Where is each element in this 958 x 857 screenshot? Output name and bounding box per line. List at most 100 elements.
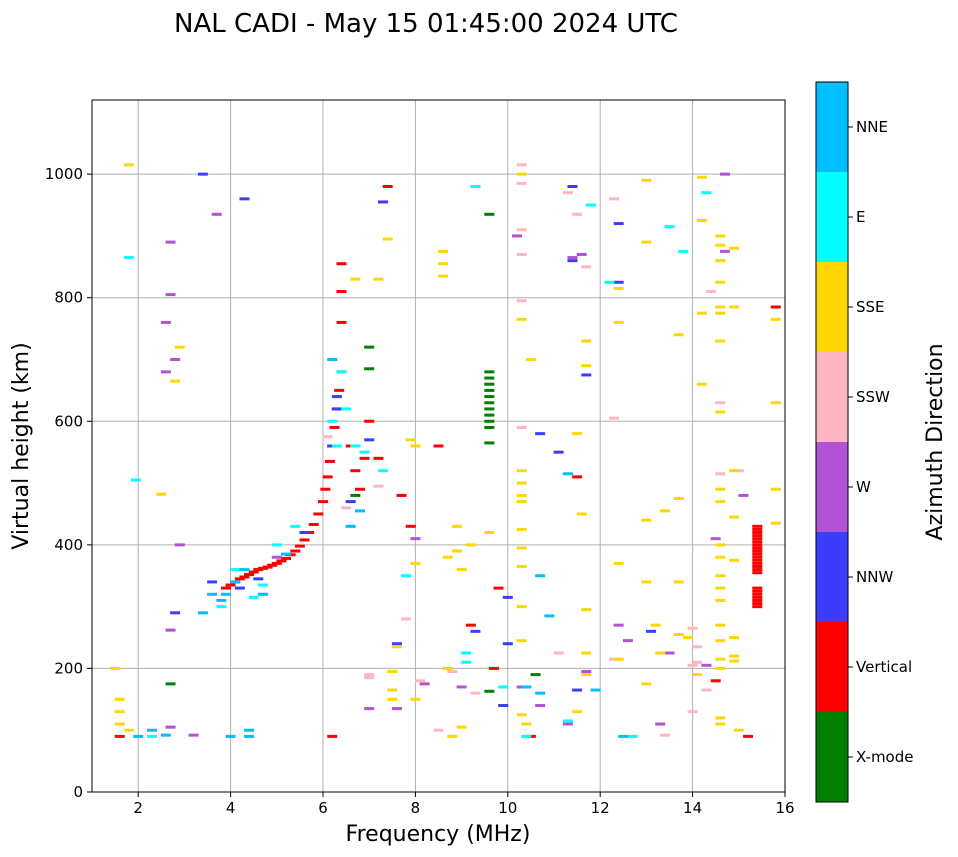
data-point (244, 734, 255, 738)
data-point (234, 577, 245, 581)
data-point (696, 218, 707, 222)
colorbar-tick-label: SSW (856, 388, 890, 406)
data-point (715, 259, 726, 263)
data-point (341, 407, 352, 411)
y-tick-label: 1000 (45, 165, 83, 183)
data-point (308, 522, 319, 526)
data-point (715, 487, 726, 491)
colorbar-label: Azimuth Direction (923, 343, 948, 540)
data-point (359, 450, 370, 454)
data-point (438, 262, 449, 266)
colorbar-tick-label: W (856, 478, 871, 496)
data-point (334, 388, 345, 392)
data-point (147, 728, 158, 732)
data-point (123, 256, 134, 260)
data-point (752, 564, 763, 568)
data-point (239, 568, 250, 572)
data-point (567, 256, 578, 260)
data-point (729, 469, 740, 473)
colorbar-segment (816, 172, 848, 262)
y-tick-label: 400 (54, 536, 83, 554)
data-point (484, 407, 495, 411)
data-point (415, 679, 426, 683)
y-tick-label: 200 (54, 659, 83, 677)
data-point (673, 580, 684, 584)
data-point (752, 586, 763, 590)
data-point (613, 623, 624, 627)
data-point (354, 487, 365, 491)
data-point (257, 583, 268, 587)
data-point (438, 274, 449, 278)
data-point (271, 555, 282, 559)
data-point (770, 401, 781, 405)
data-point (719, 249, 730, 253)
data-point (114, 734, 125, 738)
data-point (456, 685, 467, 689)
data-point (170, 611, 181, 615)
data-point (322, 435, 333, 439)
data-point (715, 472, 726, 476)
data-point (216, 605, 227, 609)
data-point (715, 666, 726, 670)
data-point (673, 497, 684, 501)
data-point (391, 642, 402, 646)
data-point (576, 252, 587, 256)
data-point (502, 595, 513, 599)
data-point (646, 629, 657, 633)
data-point (516, 299, 527, 303)
data-point (123, 163, 134, 167)
data-point (364, 367, 375, 371)
data-point (331, 444, 342, 448)
data-point (484, 401, 495, 405)
data-point (715, 574, 726, 578)
series-nne (133, 358, 629, 738)
data-point (433, 444, 444, 448)
chart-title: NAL CADI - May 15 01:45:00 2024 UTC (174, 9, 678, 39)
colorbar-tick-label: Vertical (856, 658, 912, 676)
data-point (692, 645, 703, 649)
data-point (752, 546, 763, 550)
data-point (752, 595, 763, 599)
data-point (359, 456, 370, 460)
data-point (253, 577, 264, 581)
data-point (752, 568, 763, 572)
data-point (516, 527, 527, 531)
data-point (165, 725, 176, 729)
data-point (752, 592, 763, 596)
data-point (752, 602, 763, 606)
data-point (225, 583, 236, 587)
data-point (715, 623, 726, 627)
data-point (516, 546, 527, 550)
data-point (470, 629, 481, 633)
data-point (165, 293, 176, 297)
data-point (220, 592, 231, 596)
data-point (484, 425, 495, 429)
data-point (525, 358, 536, 361)
data-point (345, 524, 356, 528)
data-point (165, 240, 176, 244)
data-point (752, 543, 763, 547)
y-axis-ticks: 0 200 400 600 800 1000 (45, 165, 92, 801)
data-point (271, 543, 282, 547)
data-point (715, 598, 726, 602)
data-point (484, 689, 495, 693)
y-axis-label: Virtual height (km) (9, 342, 34, 549)
data-point (715, 280, 726, 284)
data-point (673, 333, 684, 337)
data-point (733, 728, 744, 732)
colorbar-segment (816, 622, 848, 712)
data-point (521, 734, 532, 738)
data-point (770, 305, 781, 309)
data-point (174, 345, 185, 349)
data-point (572, 710, 583, 714)
data-point (641, 580, 652, 584)
data-point (262, 565, 273, 569)
data-point (521, 722, 532, 726)
data-point (299, 538, 310, 542)
colorbar-segment (816, 262, 848, 352)
data-point (156, 492, 167, 496)
data-point (641, 178, 652, 182)
data-point (613, 286, 624, 290)
data-point (350, 277, 361, 281)
